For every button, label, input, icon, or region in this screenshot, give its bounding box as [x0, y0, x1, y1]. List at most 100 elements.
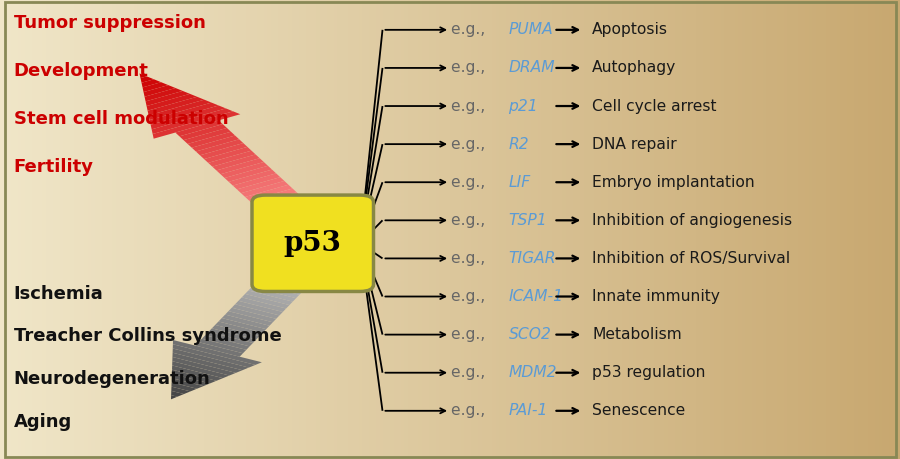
Polygon shape: [171, 382, 197, 392]
Polygon shape: [248, 287, 296, 302]
Polygon shape: [141, 79, 161, 87]
Text: Treacher Collins syndrome: Treacher Collins syndrome: [14, 327, 281, 345]
Text: e.g.,: e.g.,: [451, 61, 490, 75]
Polygon shape: [176, 120, 223, 136]
Polygon shape: [278, 256, 326, 271]
Text: e.g.,: e.g.,: [451, 137, 490, 151]
Text: e.g.,: e.g.,: [451, 175, 490, 190]
FancyBboxPatch shape: [252, 195, 374, 291]
Polygon shape: [173, 340, 262, 365]
Text: PAI-1: PAI-1: [508, 403, 548, 418]
Text: Ischemia: Ischemia: [14, 285, 104, 302]
Polygon shape: [171, 395, 177, 399]
Text: p53: p53: [284, 230, 342, 257]
Polygon shape: [196, 139, 243, 155]
Text: Aging: Aging: [14, 413, 72, 431]
Polygon shape: [172, 361, 230, 378]
Polygon shape: [221, 314, 269, 329]
Text: Metabolism: Metabolism: [592, 327, 682, 342]
Polygon shape: [195, 342, 243, 357]
Polygon shape: [262, 273, 310, 288]
Polygon shape: [172, 374, 210, 386]
Polygon shape: [220, 162, 268, 178]
Text: e.g.,: e.g.,: [451, 327, 490, 342]
Polygon shape: [151, 108, 233, 134]
Polygon shape: [202, 335, 249, 350]
Text: Development: Development: [14, 62, 149, 80]
Polygon shape: [148, 97, 204, 115]
Polygon shape: [192, 135, 239, 151]
Polygon shape: [225, 311, 273, 326]
Polygon shape: [173, 344, 256, 368]
Polygon shape: [208, 151, 256, 167]
Polygon shape: [145, 88, 183, 101]
Polygon shape: [255, 280, 302, 295]
Polygon shape: [173, 353, 242, 373]
Polygon shape: [142, 82, 168, 92]
Polygon shape: [209, 328, 256, 343]
Polygon shape: [242, 294, 290, 308]
Polygon shape: [146, 91, 190, 106]
Polygon shape: [270, 207, 317, 224]
Text: Inhibition of angiogenesis: Inhibition of angiogenesis: [592, 213, 792, 228]
Polygon shape: [187, 132, 235, 148]
Polygon shape: [149, 102, 219, 125]
Polygon shape: [171, 391, 184, 397]
Polygon shape: [233, 174, 280, 190]
Text: DNA repair: DNA repair: [592, 137, 677, 151]
Text: e.g.,: e.g.,: [451, 403, 490, 418]
Text: ICAM-1: ICAM-1: [508, 289, 563, 304]
Polygon shape: [179, 124, 227, 140]
Text: e.g.,: e.g.,: [451, 289, 490, 304]
Polygon shape: [140, 76, 154, 83]
Text: e.g.,: e.g.,: [451, 99, 490, 113]
Polygon shape: [257, 196, 305, 212]
Polygon shape: [241, 181, 289, 197]
Polygon shape: [148, 100, 211, 120]
Polygon shape: [140, 73, 147, 78]
Text: Cell cycle arrest: Cell cycle arrest: [592, 99, 716, 113]
Polygon shape: [278, 215, 326, 231]
Polygon shape: [249, 189, 297, 205]
Polygon shape: [147, 94, 197, 111]
Polygon shape: [150, 106, 226, 129]
Polygon shape: [172, 369, 216, 383]
Text: TIGAR: TIGAR: [508, 251, 556, 266]
Polygon shape: [172, 357, 236, 375]
Polygon shape: [252, 284, 300, 298]
Text: Embryo implantation: Embryo implantation: [592, 175, 755, 190]
Text: Neurodegeneration: Neurodegeneration: [14, 370, 211, 388]
Text: p21: p21: [508, 99, 538, 113]
Polygon shape: [229, 169, 276, 185]
Text: TSP1: TSP1: [508, 213, 547, 228]
Polygon shape: [199, 339, 247, 353]
Text: Tumor suppression: Tumor suppression: [14, 14, 205, 32]
Text: Stem cell modulation: Stem cell modulation: [14, 110, 228, 128]
Text: DRAM: DRAM: [508, 61, 555, 75]
Polygon shape: [266, 204, 313, 220]
Polygon shape: [204, 147, 251, 163]
Polygon shape: [205, 332, 253, 347]
Text: e.g.,: e.g.,: [451, 22, 490, 37]
Polygon shape: [245, 185, 292, 201]
Polygon shape: [225, 166, 272, 182]
Polygon shape: [262, 200, 309, 216]
Text: e.g.,: e.g.,: [451, 365, 490, 380]
Polygon shape: [172, 365, 223, 381]
Polygon shape: [237, 177, 284, 193]
Text: p53 regulation: p53 regulation: [592, 365, 706, 380]
Polygon shape: [265, 270, 312, 285]
Text: R2: R2: [508, 137, 529, 151]
Polygon shape: [235, 301, 283, 315]
Polygon shape: [232, 304, 280, 319]
Polygon shape: [274, 259, 322, 274]
Polygon shape: [143, 85, 176, 97]
Text: MDM2: MDM2: [508, 365, 557, 380]
Polygon shape: [212, 154, 260, 170]
Polygon shape: [184, 128, 231, 144]
Polygon shape: [229, 308, 276, 322]
Polygon shape: [272, 263, 320, 278]
Polygon shape: [172, 378, 203, 389]
Polygon shape: [253, 192, 301, 208]
Polygon shape: [153, 112, 240, 139]
